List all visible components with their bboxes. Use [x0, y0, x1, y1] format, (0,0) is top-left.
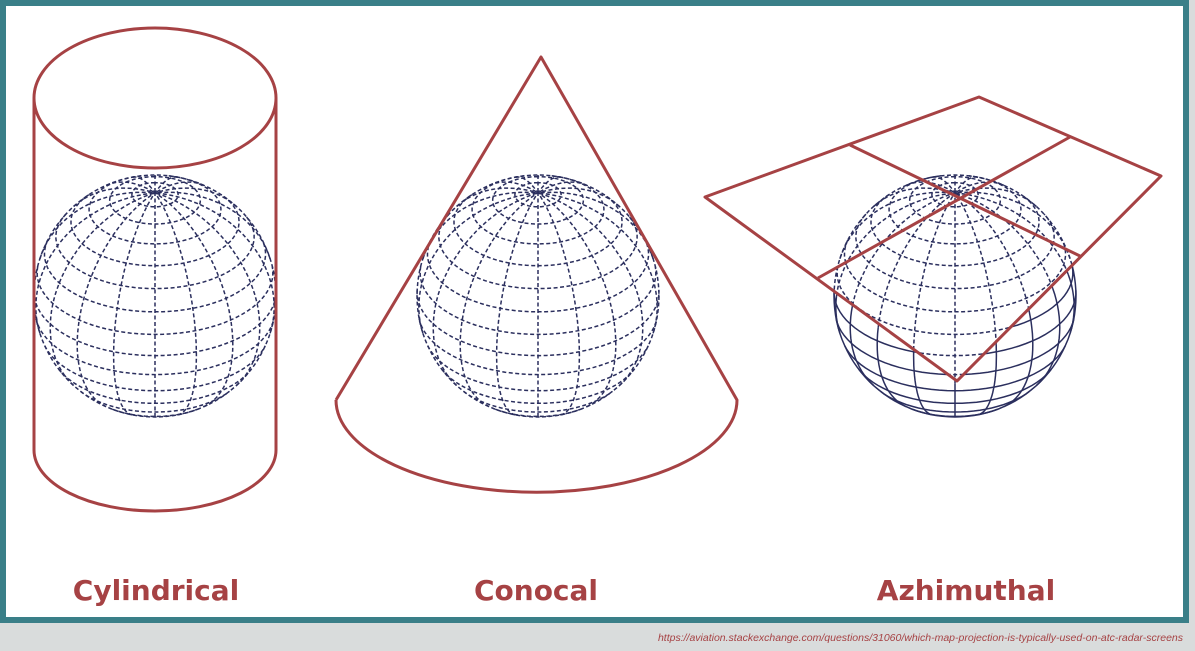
globe-grid-line — [851, 192, 956, 306]
globe-grid-line — [495, 192, 539, 416]
globe-grid-line — [111, 408, 199, 418]
globe-grid-line — [463, 390, 613, 413]
azimuthal-label: Azhimuthal — [876, 574, 1056, 607]
globe-grid-line — [954, 192, 997, 345]
globe-grid-line — [154, 176, 178, 194]
globe-grid-line — [416, 174, 660, 418]
cylinder-top — [32, 26, 278, 170]
globe-grid-line — [494, 408, 582, 418]
globe-grid-line — [954, 187, 1037, 208]
globe-grid-line — [977, 344, 998, 416]
globe-grid-line — [432, 192, 539, 387]
globe-grid-line — [537, 192, 658, 334]
globe-grid-line — [132, 176, 156, 194]
globe-grid-line — [80, 390, 230, 413]
globe-grid-line — [1035, 288, 1061, 387]
globe-grid-line — [154, 192, 198, 416]
globe-grid-line — [836, 266, 1011, 336]
globe-grid-line — [954, 181, 1005, 194]
cylinder-body — [32, 98, 278, 513]
globe-grid-line — [912, 192, 956, 351]
plane-divider-line — [849, 143, 1081, 258]
globe-grid-line — [471, 175, 605, 245]
cylindrical-projection — [32, 26, 278, 513]
globe-grid-line — [419, 266, 657, 336]
conical-projection — [334, 55, 739, 494]
globe-grid-line — [154, 192, 261, 387]
source-url[interactable]: https://aviation.stackexchange.com/quest… — [657, 632, 1183, 644]
globe-grid-line — [55, 213, 255, 290]
conical-label: Conocal — [473, 574, 599, 607]
globe-grid-line — [36, 266, 274, 336]
globe-grid-line — [833, 295, 1077, 418]
globe-grid-line — [913, 351, 981, 357]
slide-frame: Cylindrical Conocal Azhimuthal — [0, 0, 1189, 623]
globe-grid-line — [954, 192, 1069, 275]
globe-grid-line — [459, 192, 539, 408]
globe-grid-line — [963, 318, 1075, 376]
globe-grid-line — [537, 192, 617, 408]
globe-grid-line — [35, 318, 275, 376]
globe-grid-line — [912, 349, 933, 416]
cylindrical-label: Cylindrical — [72, 574, 240, 607]
conical-globe — [416, 174, 660, 418]
globe-grid-line — [515, 176, 539, 194]
globe-grid-line — [954, 192, 1054, 289]
globe-grid-line — [537, 176, 561, 194]
azimuthal-projection — [703, 95, 1163, 418]
globe-grid-line — [76, 192, 156, 408]
cylindrical-globe — [33, 174, 277, 418]
globe-grid-line — [154, 191, 271, 259]
globe-grid-line — [88, 175, 222, 245]
globe-grid-line — [876, 327, 907, 408]
globe-grid-line — [835, 192, 956, 297]
projection-diagram — [32, 26, 1163, 513]
globe-grid-line — [418, 318, 658, 376]
globe-grid-line — [855, 213, 1055, 290]
globe-grid-line — [39, 191, 156, 259]
plane-divider-line — [817, 135, 1071, 280]
cone-outline — [334, 55, 739, 494]
globe-grid-line — [154, 192, 234, 408]
globe-grid-line — [835, 318, 947, 376]
globe-grid-line — [537, 192, 644, 387]
globe-grid-line — [888, 175, 1022, 245]
globe-grid-line — [49, 192, 156, 387]
globe-grid-line — [537, 192, 581, 416]
globe-grid-line — [418, 192, 539, 334]
globe-grid-line — [877, 192, 956, 328]
tangent-plane — [703, 95, 1163, 383]
globe-grid-line — [1003, 310, 1034, 408]
globe-grid-line — [112, 192, 156, 416]
globe-grid-line — [154, 192, 275, 334]
globe-grid-line — [954, 192, 1030, 311]
globe-grid-line — [1071, 264, 1077, 297]
globe-grid-line — [1010, 266, 1074, 328]
globe-grid-line — [35, 192, 156, 334]
azimuthal-globe — [833, 174, 1077, 418]
globe-grid-line — [438, 213, 638, 290]
